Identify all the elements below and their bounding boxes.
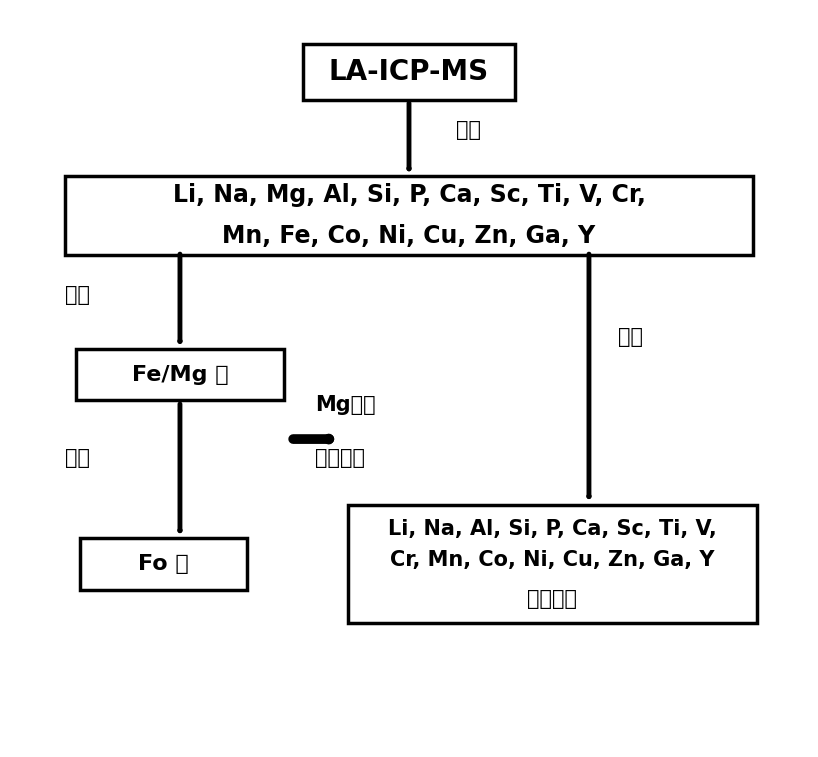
Text: LA-ICP-MS: LA-ICP-MS (329, 58, 489, 86)
Text: 测试: 测试 (456, 120, 482, 140)
FancyBboxPatch shape (80, 538, 247, 590)
Text: Mn, Fe, Co, Ni, Cu, Zn, Ga, Y: Mn, Fe, Co, Ni, Cu, Zn, Ga, Y (222, 224, 596, 248)
Text: Fo 値: Fo 値 (138, 554, 189, 574)
FancyBboxPatch shape (348, 506, 757, 622)
Text: 元素含量: 元素含量 (527, 589, 578, 609)
FancyBboxPatch shape (65, 176, 753, 256)
Text: Mg含量: Mg含量 (315, 395, 375, 415)
Text: 计算: 计算 (618, 327, 643, 347)
Text: Cr, Mn, Co, Ni, Cu, Zn, Ga, Y: Cr, Mn, Co, Ni, Cu, Zn, Ga, Y (390, 550, 714, 570)
Text: 计算: 计算 (65, 285, 91, 305)
Text: 内标元素: 内标元素 (315, 448, 365, 468)
Text: Fe/Mg 値: Fe/Mg 値 (132, 365, 228, 385)
FancyBboxPatch shape (303, 43, 515, 100)
Text: 计算: 计算 (65, 448, 91, 468)
Text: Li, Na, Mg, Al, Si, P, Ca, Sc, Ti, V, Cr,: Li, Na, Mg, Al, Si, P, Ca, Sc, Ti, V, Cr… (173, 183, 645, 207)
Text: Li, Na, Al, Si, P, Ca, Sc, Ti, V,: Li, Na, Al, Si, P, Ca, Sc, Ti, V, (388, 519, 717, 539)
FancyBboxPatch shape (75, 349, 285, 400)
